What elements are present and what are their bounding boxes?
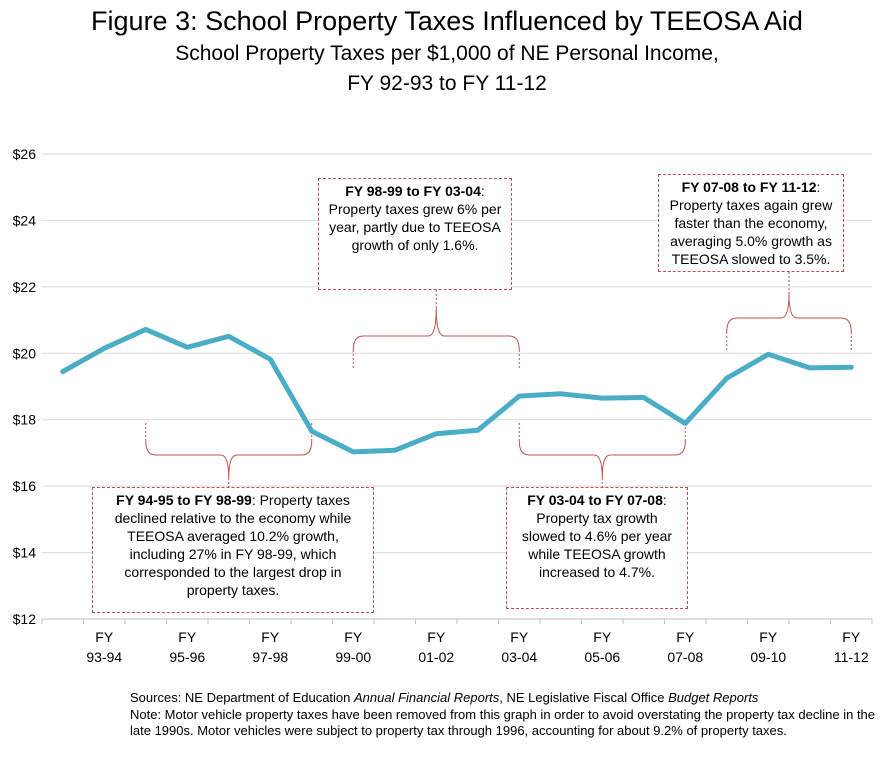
annotation-bracket [518, 440, 686, 479]
annotation-bracket [352, 307, 520, 351]
x-tick-label-fy: FY [261, 629, 280, 645]
x-tick-label-fy: FY [95, 629, 114, 645]
x-tick-label-fy: FY [510, 629, 529, 645]
x-tick-label-fy: FY [676, 629, 695, 645]
y-tick-label: $24 [13, 212, 37, 228]
data-point [352, 451, 354, 453]
line-chart: $12$14$16$18$20$22$24$26 FY93-94FY95-96F… [13, 146, 873, 665]
y-tick-label: $14 [13, 545, 37, 561]
annotation-brackets [145, 270, 852, 502]
data-point [269, 358, 271, 360]
y-tick-label: $20 [13, 345, 37, 361]
sources-mid: , NE Legislative Fiscal Office [499, 690, 669, 705]
data-point [643, 396, 645, 398]
annotation-text: Property taxes declined relative to the … [114, 492, 352, 598]
x-tick-label-year: 97-98 [252, 649, 288, 665]
data-point [311, 430, 313, 432]
chart-subtitle-line-2: FY 92-93 to FY 11-12 [347, 72, 547, 95]
data-point [850, 366, 852, 368]
annotation-box-07-11: FY 07-08 to FY 11-12: Property taxes aga… [658, 174, 844, 272]
x-tick-label-year: 09-10 [750, 649, 786, 665]
x-tick-label-year: 01-02 [418, 649, 454, 665]
sources-report-1: Annual Financial Reports [354, 690, 500, 705]
x-tick-label-fy: FY [427, 629, 446, 645]
y-tick-label: $26 [13, 146, 37, 162]
data-point [809, 367, 811, 369]
x-tick-label-fy: FY [593, 629, 612, 645]
data-point [726, 377, 728, 379]
x-tick-label-fy: FY [344, 629, 363, 645]
data-point [145, 328, 147, 330]
annotation-box-03-07: FY 03-04 to FY 07-08: Property tax growt… [506, 487, 688, 609]
annotation-heading: FY 94-95 to FY 98-99 [116, 492, 252, 508]
data-point [435, 433, 437, 435]
x-tick-label-year: 93-94 [86, 649, 122, 665]
data-point [394, 449, 396, 451]
x-tick-label-year: 07-08 [667, 649, 703, 665]
data-point [518, 395, 520, 397]
data-point [684, 422, 686, 424]
x-axis: FY 93-94 FY 95-96 FY 97-98 FY 99-00 FY 01-02 FY 03-… [41, 618, 873, 665]
y-axis: $12 $14 $16 $18 $20 $22 $24 $26 [13, 146, 37, 627]
x-tick-label-year: 03-04 [501, 649, 537, 665]
annotation-heading: FY 07-08 to FY 11-12 [681, 179, 817, 195]
sources-prefix: Sources: NE Department of Education [130, 690, 355, 705]
x-tick-label-fy: FY [759, 629, 778, 645]
data-point [767, 353, 769, 355]
y-tick-label: $22 [13, 279, 37, 295]
chart-title: Figure 3: School Property Taxes Influenc… [91, 6, 803, 36]
data-point [62, 371, 64, 373]
annotation-heading: FY 98-99 to FY 03-04 [345, 183, 481, 199]
y-tick-label: $18 [13, 412, 37, 428]
x-tick-label-year: 95-96 [169, 649, 205, 665]
data-point [228, 335, 230, 337]
x-tick-label-year: 05-06 [584, 649, 620, 665]
annotation-text: Property taxes grew 6% per year, partly … [328, 201, 502, 253]
data-point [560, 393, 562, 395]
x-tick-label-year: 11-12 [834, 649, 869, 665]
x-tick-label-year: 99-00 [335, 649, 371, 665]
x-tick-label-fy: FY [178, 629, 197, 645]
series-line [60, 326, 854, 455]
annotation-box-98-03: FY 98-99 to FY 03-04: Property taxes gre… [318, 178, 512, 290]
series-property-taxes [60, 326, 854, 455]
annotation-bracket [726, 293, 852, 333]
annotation-text: Property taxes again grew faster than th… [669, 197, 833, 267]
annotation-text: Property tax growth slowed to 4.6% per y… [521, 510, 673, 580]
data-point [477, 429, 479, 431]
y-tick-label: $16 [13, 478, 37, 494]
data-point [601, 397, 603, 399]
sources-line: Sources: NE Department of Education Annu… [130, 690, 880, 706]
x-tick-label-fy: FY [842, 629, 861, 645]
annotation-heading: FY 03-04 to FY 07-08 [527, 492, 663, 508]
data-point [103, 347, 105, 349]
annotation-bracket [145, 440, 313, 479]
note-text: Note: Motor vehicle property taxes have … [130, 707, 876, 738]
annotation-box-94-98: FY 94-95 to FY 98-99: Property taxes dec… [92, 487, 374, 613]
chart-subtitle-line-1: School Property Taxes per $1,000 of NE P… [175, 42, 719, 65]
sources-report-2: Budget Reports [668, 690, 759, 705]
y-tick-label: $12 [13, 611, 37, 627]
data-point [186, 346, 188, 348]
